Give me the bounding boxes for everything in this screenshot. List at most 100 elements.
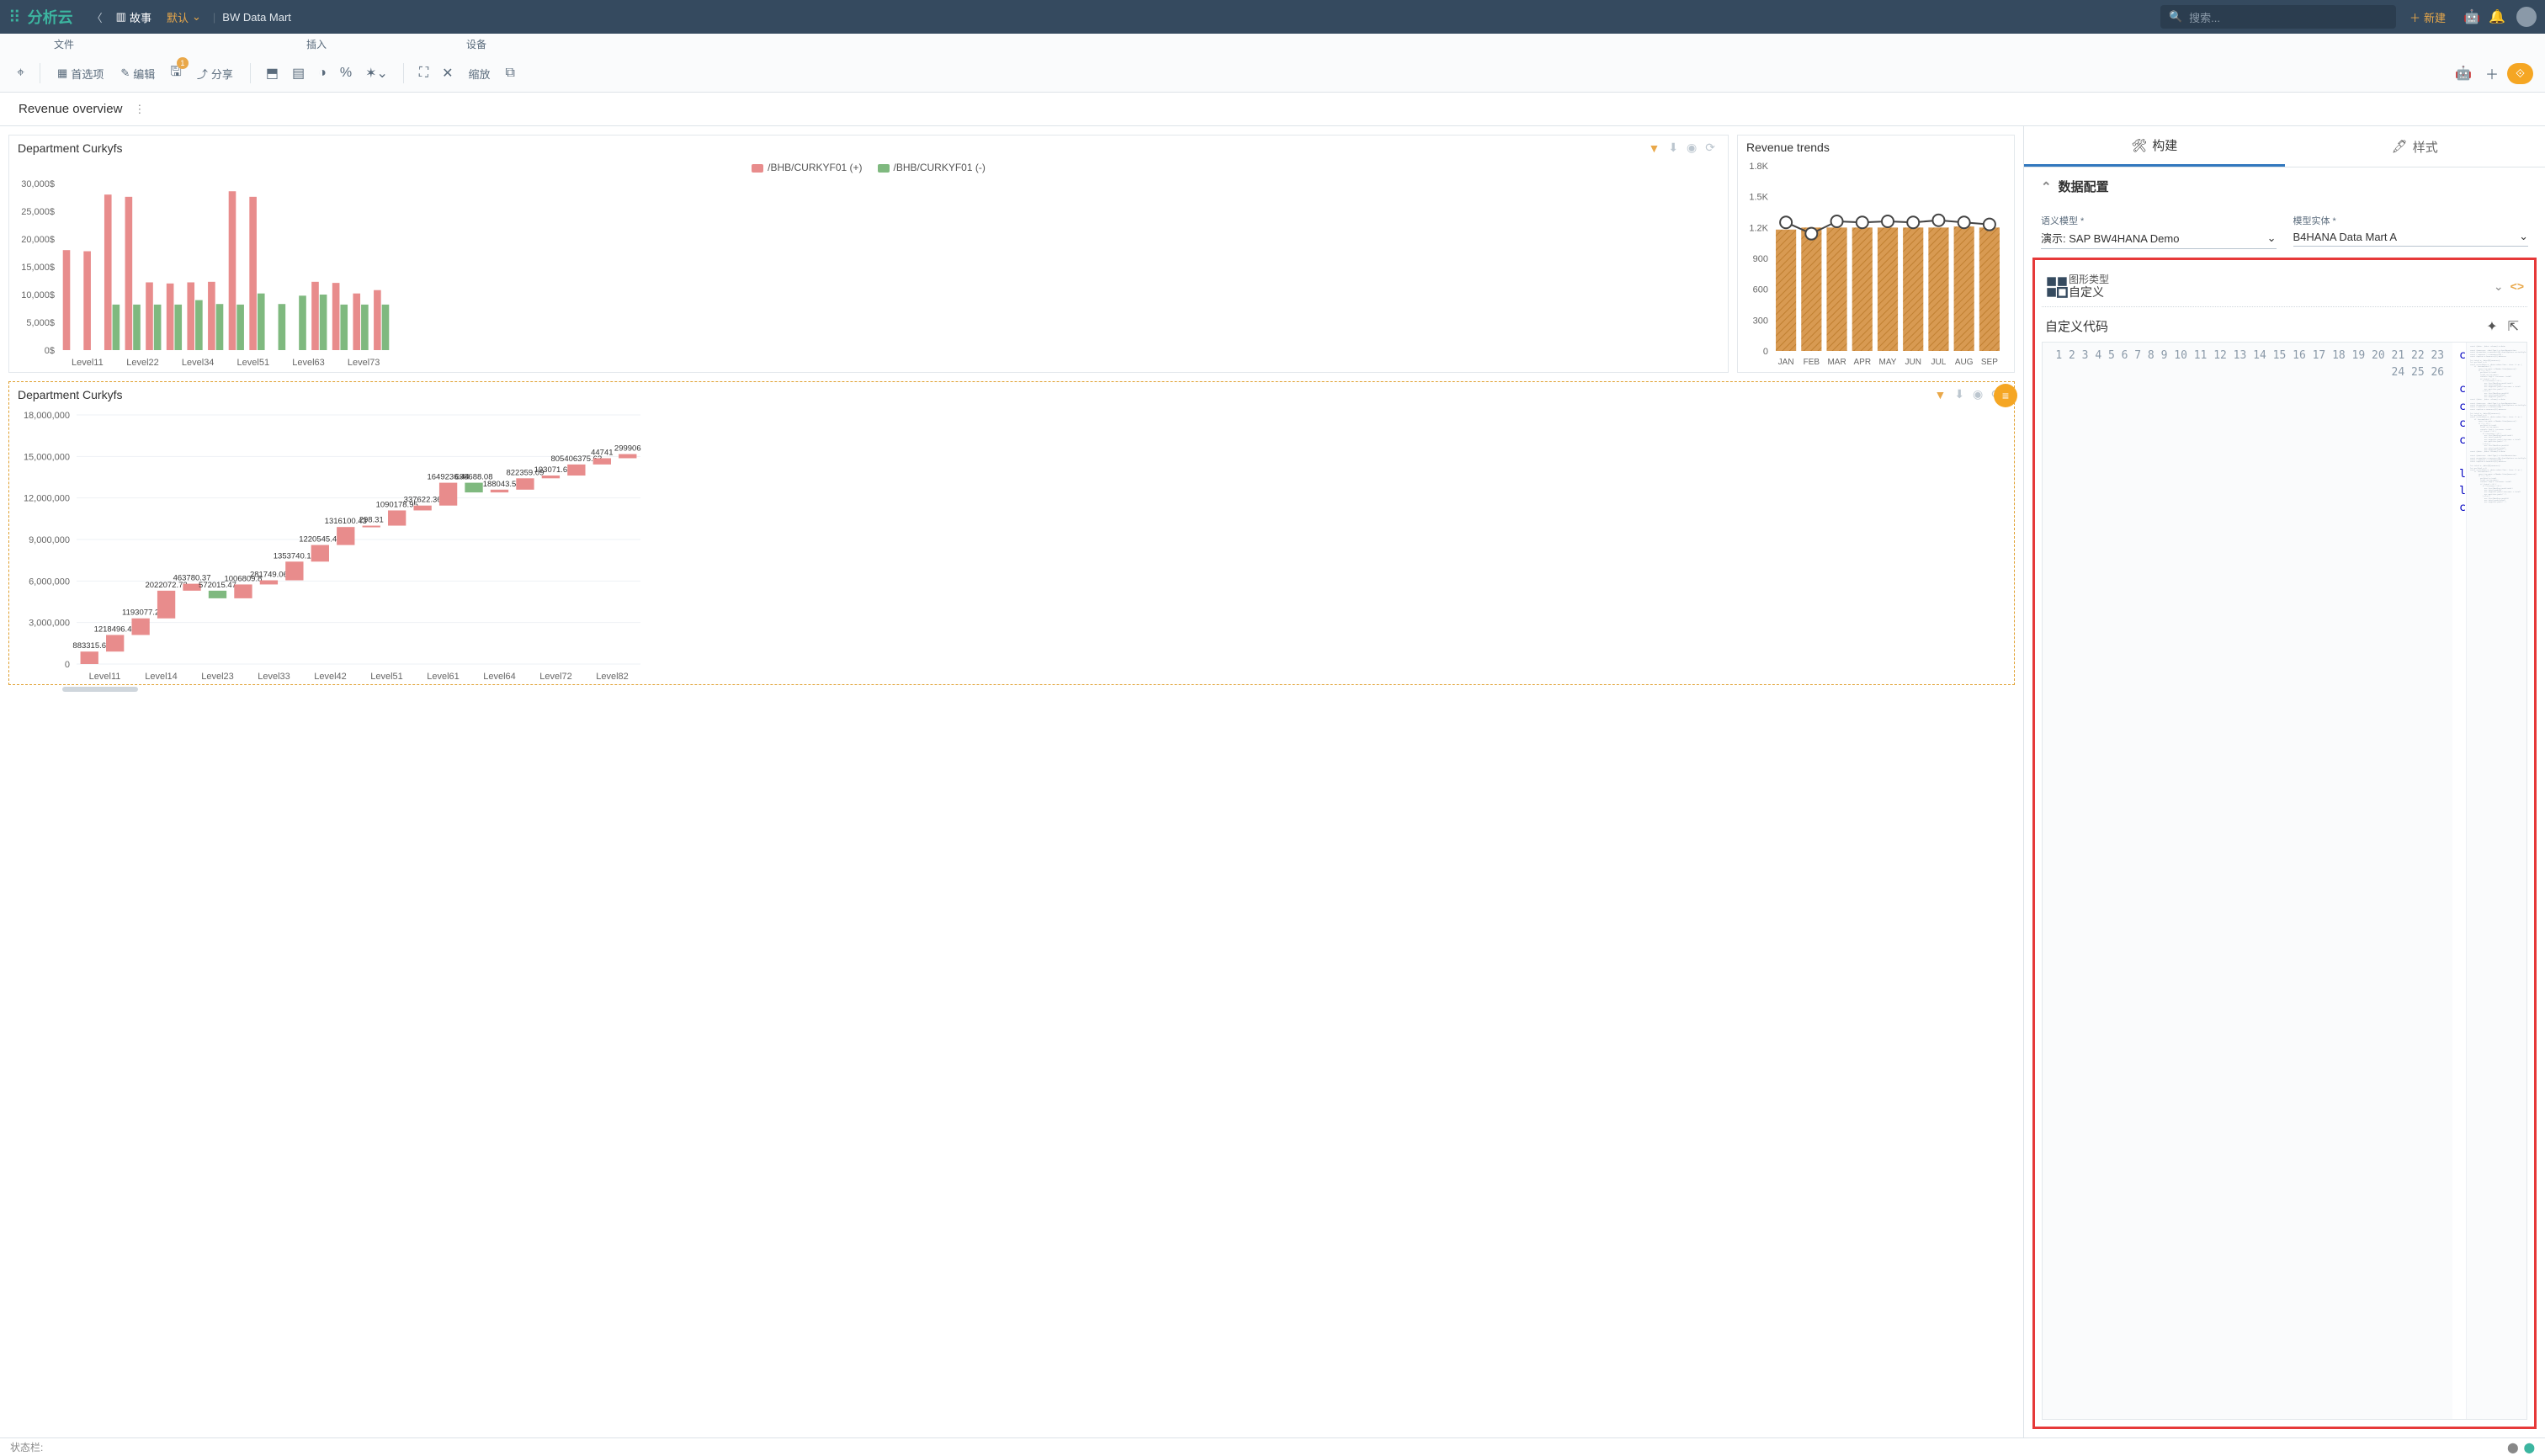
- puzzle-icon[interactable]: ✶⌄: [360, 61, 393, 85]
- search-input[interactable]: 🔍 搜索...: [2160, 5, 2396, 29]
- refresh-icon[interactable]: ⟳: [1701, 141, 1719, 155]
- svg-text:Level63: Level63: [292, 358, 325, 368]
- svg-text:25,000$: 25,000$: [21, 207, 55, 217]
- fullscreen-icon[interactable]: ⛶: [414, 62, 433, 84]
- camera-icon[interactable]: ◉: [1969, 387, 1987, 401]
- style-icon: 🖋: [2392, 139, 2408, 154]
- svg-text:600: 600: [1753, 285, 1768, 295]
- svg-text:AUG: AUG: [1955, 358, 1974, 367]
- chart-department-curkyfs[interactable]: Department Curkyfs ▼ ⬇ ◉ ⟳ /BHB/CURKYF01…: [8, 135, 1729, 373]
- svg-text:883315.6: 883315.6: [72, 641, 106, 651]
- code-editor[interactable]: 1 2 3 4 5 6 7 8 9 10 11 12 13 14 15 16 1…: [2042, 342, 2527, 1420]
- filter-icon[interactable]: ▼: [1930, 388, 1950, 401]
- status-icon[interactable]: ⬤: [2524, 1442, 2535, 1453]
- link-pill[interactable]: ⟐: [2507, 63, 2533, 84]
- svg-text:JUN: JUN: [1905, 358, 1921, 367]
- horizontal-scrollbar[interactable]: [8, 685, 2015, 693]
- focus-icon[interactable]: ⌖: [12, 62, 29, 84]
- insert-table-icon[interactable]: ▤: [287, 61, 310, 85]
- model-entity-select[interactable]: 模型实体 * B4HANA Data Mart A⌄: [2293, 214, 2529, 249]
- expand-icon[interactable]: ⇱: [2503, 318, 2524, 335]
- svg-text:5,000$: 5,000$: [26, 318, 55, 328]
- notifications-icon[interactable]: 🔔: [2484, 8, 2510, 25]
- chart-waterfall[interactable]: Department Curkyfs ▼ ⬇ ◉ ⟳ ≡ 18,000,0001…: [8, 381, 2015, 685]
- chart-type-selector[interactable]: 图形类型 自定义 ⌄ <>: [2042, 267, 2527, 307]
- svg-text:15,000$: 15,000$: [21, 263, 55, 273]
- bot2-icon[interactable]: 🤖: [2450, 61, 2477, 85]
- save-button[interactable]: 🖫1: [165, 59, 187, 88]
- svg-text:10,000$: 10,000$: [21, 290, 55, 300]
- status-icon[interactable]: ⬤: [2507, 1442, 2518, 1453]
- chevron-down-icon[interactable]: ⌄: [2494, 279, 2504, 294]
- add-icon[interactable]: ＋: [2480, 60, 2504, 87]
- camera-icon[interactable]: ◉: [1682, 141, 1701, 155]
- panel-menu-icon[interactable]: ≡: [1994, 384, 2017, 407]
- product-logo[interactable]: 分析云: [28, 6, 73, 28]
- svg-text:JUL: JUL: [1931, 358, 1947, 367]
- minimap[interactable]: const {data: _data, schema} = data; cons…: [2466, 343, 2526, 1419]
- tools-icon[interactable]: ✕: [437, 61, 458, 85]
- share-icon: ⤴: [197, 66, 208, 82]
- edit-button[interactable]: ✎编辑: [114, 62, 162, 85]
- plus-icon: ＋: [2410, 9, 2420, 25]
- svg-text:MAR: MAR: [1827, 358, 1846, 367]
- svg-text:9,000,000: 9,000,000: [29, 535, 70, 545]
- user-avatar[interactable]: [2516, 7, 2537, 27]
- percent-icon[interactable]: %: [335, 62, 357, 84]
- new-button[interactable]: ＋ 新建: [2410, 9, 2446, 25]
- svg-text:15,000,000: 15,000,000: [24, 452, 70, 462]
- wrench-icon: 🛠: [2131, 138, 2147, 153]
- chart-type-icon: [2045, 275, 2069, 299]
- svg-text:Level22: Level22: [126, 358, 159, 368]
- tab-style[interactable]: 🖋 样式: [2285, 126, 2545, 167]
- zoom-button[interactable]: 缩放: [462, 62, 497, 85]
- insert-chart-icon[interactable]: ⬒: [261, 61, 284, 85]
- svg-text:MAY: MAY: [1879, 358, 1897, 367]
- toggle-icon[interactable]: ◑: [313, 62, 332, 84]
- collapse-icon[interactable]: ⌃: [2041, 179, 2052, 194]
- tab-revenue-overview[interactable]: Revenue overview: [12, 102, 129, 116]
- bot-icon[interactable]: 🤖: [2459, 8, 2484, 25]
- chart-revenue-trends[interactable]: Revenue trends 1.8K1.5K1.2K9006003000JAN…: [1737, 135, 2015, 373]
- svg-text:Level72: Level72: [539, 672, 572, 682]
- highlighted-region: 图形类型 自定义 ⌄ <> 自定义代码 ✦ ⇱ 1 2 3 4 5 6 7 8 …: [2032, 258, 2537, 1429]
- svg-text:0$: 0$: [45, 346, 55, 356]
- svg-text:1220545.46: 1220545.46: [299, 535, 341, 545]
- svg-text:SEP: SEP: [1981, 358, 1998, 367]
- tab-menu-icon[interactable]: ⋮: [129, 103, 150, 116]
- app-launcher-icon[interactable]: ⠿: [8, 7, 21, 28]
- home-icon: ▦: [57, 66, 67, 80]
- semantic-model-select[interactable]: 语义模型 * 演示: SAP BW4HANA Demo⌄: [2041, 214, 2277, 249]
- svg-text:281749.06: 281749.06: [250, 571, 288, 580]
- share-button[interactable]: ⤴分享: [190, 62, 240, 85]
- svg-text:Level34: Level34: [182, 358, 215, 368]
- svg-text:1218496.48: 1218496.48: [94, 624, 136, 634]
- code-icon[interactable]: <>: [2510, 279, 2524, 294]
- svg-text:Level51: Level51: [370, 672, 403, 682]
- view-dropdown[interactable]: 默认 ⌄: [158, 9, 210, 25]
- download-icon[interactable]: ⬇: [1950, 387, 1969, 401]
- svg-text:20,000$: 20,000$: [21, 235, 55, 245]
- download-icon[interactable]: ⬇: [1664, 141, 1682, 155]
- story-menu[interactable]: ▥ 故事: [109, 9, 158, 25]
- devices-icon[interactable]: ⧉: [501, 62, 520, 84]
- svg-text:Level11: Level11: [72, 358, 104, 368]
- sparkle-icon[interactable]: ✦: [2481, 318, 2502, 335]
- svg-text:337622.36: 337622.36: [404, 496, 442, 505]
- tab-build[interactable]: 🛠 构建: [2024, 126, 2285, 167]
- chevron-down-icon: ⌄: [2267, 231, 2277, 245]
- svg-text:Level82: Level82: [596, 672, 629, 682]
- home-button[interactable]: ▦首选项: [50, 62, 110, 85]
- svg-text:0: 0: [65, 660, 70, 670]
- canvas: Department Curkyfs ▼ ⬇ ◉ ⟳ /BHB/CURKYF01…: [0, 126, 2023, 1437]
- svg-text:Level23: Level23: [201, 672, 234, 682]
- svg-text:300: 300: [1753, 316, 1768, 326]
- svg-text:Level42: Level42: [314, 672, 347, 682]
- svg-text:1353740.15: 1353740.15: [274, 551, 316, 561]
- filter-icon[interactable]: ▼: [1644, 141, 1664, 155]
- svg-text:1.8K: 1.8K: [1749, 162, 1768, 172]
- svg-text:1193077.2: 1193077.2: [122, 608, 159, 618]
- page-tabs: Revenue overview ⋮: [0, 93, 2545, 126]
- back-button[interactable]: 〈: [85, 9, 109, 25]
- svg-text:0: 0: [1763, 347, 1768, 357]
